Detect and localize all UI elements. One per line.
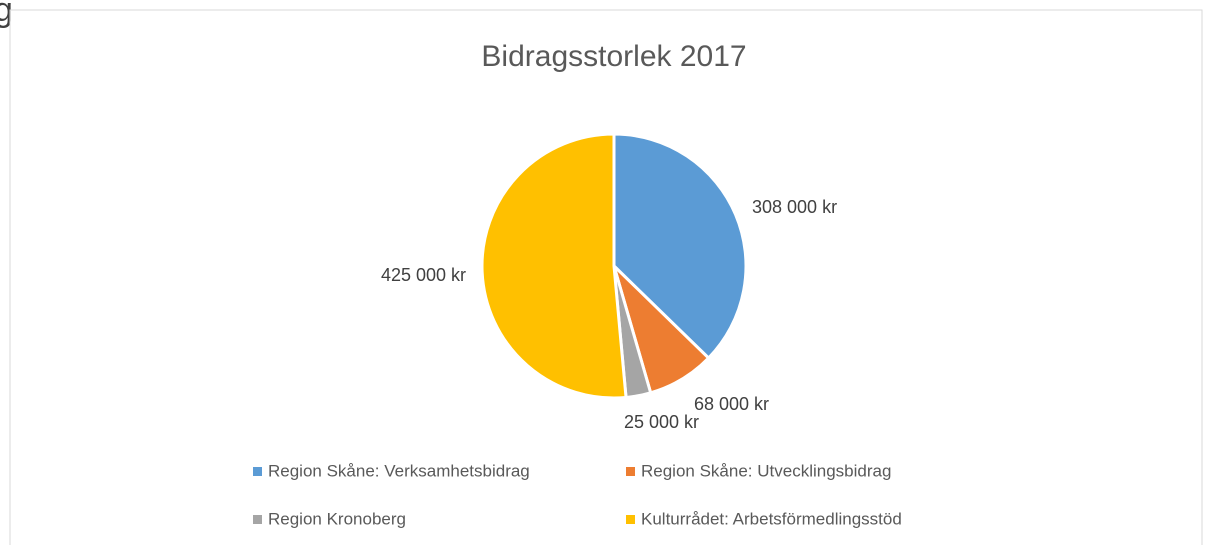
pie-slice — [612, 132, 748, 361]
data-label: 425 000 kr — [381, 265, 466, 285]
legend-swatch — [253, 515, 262, 524]
legend-label: Region Skåne: Verksamhetsbidrag — [268, 461, 530, 480]
pie-slice — [480, 132, 628, 400]
legend-label: Kulturrådet: Arbetsförmedlingsstöd — [641, 509, 902, 528]
legend-swatch — [253, 467, 262, 476]
chart-frame — [9, 9, 1203, 545]
data-label: 308 000 kr — [752, 197, 837, 217]
legend-label: Region Kronoberg — [268, 509, 406, 528]
page-heading-fragment: g — [0, 0, 13, 29]
legend-swatch — [626, 515, 635, 524]
data-label: 68 000 kr — [694, 394, 769, 414]
legend-swatch — [626, 467, 635, 476]
legend-label: Region Skåne: Utvecklingsbidrag — [641, 461, 891, 480]
chart-title: Bidragsstorlek 2017 — [481, 40, 746, 73]
data-label: 25 000 kr — [624, 412, 699, 432]
